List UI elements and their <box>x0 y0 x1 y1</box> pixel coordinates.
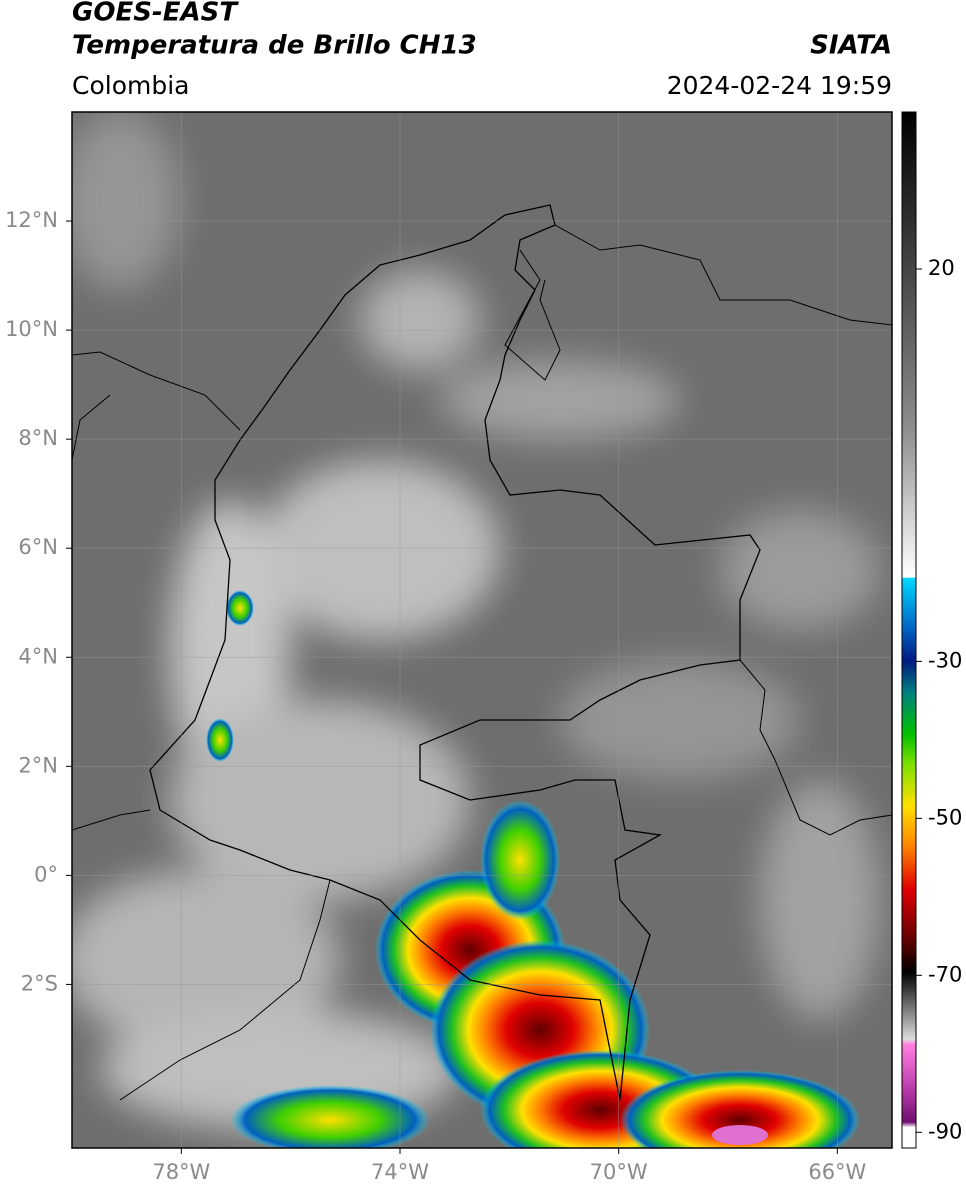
subtitle: Temperatura de Brillo CH13 <box>72 31 477 61</box>
region: Colombia <box>72 71 189 100</box>
x-tick-label: 74°W <box>371 1160 429 1184</box>
x-tick-label: 78°W <box>152 1160 210 1184</box>
colorbar-tick-label: -30 <box>928 648 962 672</box>
title: GOES-EAST <box>72 0 239 28</box>
colorbar-tick-label: -50 <box>928 805 962 829</box>
graticule <box>72 112 892 1148</box>
datetime: 2024-02-24 19:59 <box>667 71 892 100</box>
y-tick-label: 8°N <box>18 426 58 450</box>
satellite-image <box>72 112 892 1148</box>
map-frame <box>71 111 893 1149</box>
y-tick-label: 0° <box>34 862 58 886</box>
y-tick-label: 12°N <box>5 208 58 232</box>
colorbar <box>901 111 917 1149</box>
x-tick-label: 66°W <box>808 1160 866 1184</box>
y-tick-label: 4°N <box>18 644 58 668</box>
y-tick-label: 2°S <box>21 971 58 995</box>
y-tick-label: 10°N <box>5 317 58 341</box>
colorbar-tick-label: -90 <box>928 1119 962 1143</box>
source: SIATA <box>810 31 892 61</box>
colorbar-tick-label: 20 <box>928 256 955 280</box>
y-tick-label: 2°N <box>18 753 58 777</box>
x-tick-label: 70°W <box>590 1160 648 1184</box>
colorbar-tick-label: -70 <box>928 962 962 986</box>
y-tick-label: 6°N <box>18 535 58 559</box>
